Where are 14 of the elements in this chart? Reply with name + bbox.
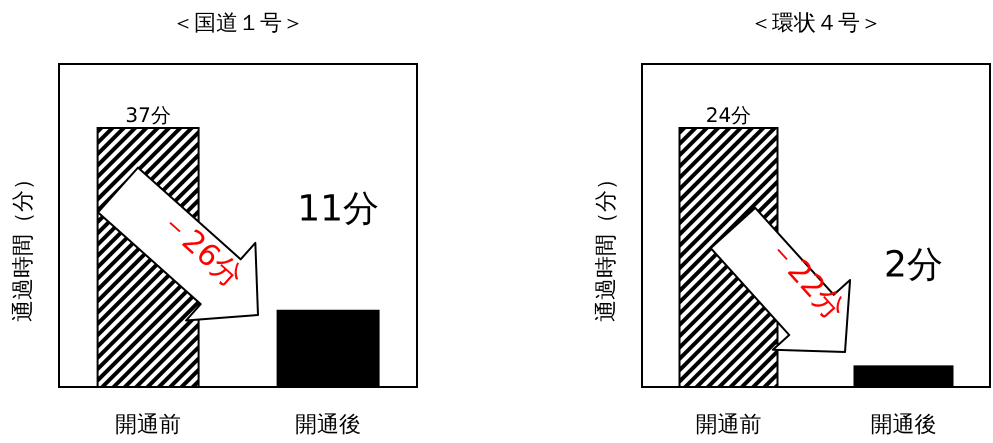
data-label: 37分 [125,103,171,127]
chart-title: ＜国道１号＞ [171,10,305,38]
data-label: 24分 [706,103,752,127]
x-tick-label: 開通後 [295,412,361,438]
y-axis-title: 通過時間（分） [594,168,620,322]
y-axis-title: 通過時間（分） [11,168,36,322]
x-tick-label: 開通前 [115,412,181,438]
x-tick-label: 開通前 [696,412,762,438]
annotation: －22分 [760,230,852,328]
chart-title: ＜環状４号＞ [749,10,883,38]
annotation: －26分 [152,203,250,295]
data-label: 11分 [297,188,380,230]
data-label: 2分 [884,244,943,286]
x-tick-label: 開通後 [870,412,936,438]
